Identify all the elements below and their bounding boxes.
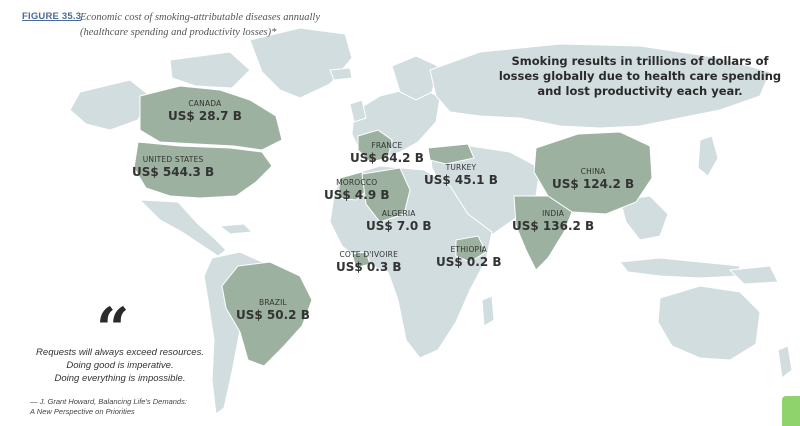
label-united-states: UNITED STATES US$ 544.3 B [132, 156, 214, 178]
united-states-name: UNITED STATES [142, 155, 204, 164]
label-morocco: MOROCCO US$ 4.9 B [324, 179, 390, 201]
brazil-shape [221, 261, 313, 367]
figure-title-line2: (healthcare spending and productivity lo… [80, 27, 277, 38]
label-turkey: TURKEY US$ 45.1 B [424, 164, 498, 186]
australia-shape [657, 285, 761, 361]
brazil-value: US$ 50.2 B [236, 307, 310, 322]
china-value: US$ 124.2 B [552, 176, 635, 191]
cote-divoire-value: US$ 0.3 B [336, 259, 402, 274]
headline-line2: losses globally due to health care spend… [498, 69, 782, 83]
india-value: US$ 136.2 B [512, 218, 595, 233]
label-china: CHINA US$ 124.2 B [552, 168, 634, 190]
united-states-value: US$ 544.3 B [132, 164, 215, 179]
label-algeria: ALGERIA US$ 7.0 B [366, 210, 432, 232]
india-shape [513, 195, 573, 271]
figure-title-line1: Economic cost of smoking-attributable di… [80, 12, 321, 23]
attribution-line1: — J. Grant Howard, Balancing Life's Dema… [30, 397, 187, 406]
arctic-islands-shape [169, 51, 251, 89]
label-india: INDIA US$ 136.2 B [512, 210, 594, 232]
china-name: CHINA [580, 167, 606, 176]
france-value: US$ 64.2 B [350, 150, 424, 165]
morocco-name: MOROCCO [336, 178, 378, 187]
china-shape [533, 131, 653, 215]
caribbean-shape [218, 223, 254, 235]
figure-title: Economic cost of smoking-attributable di… [80, 10, 400, 40]
quote-attribution: — J. Grant Howard, Balancing Life's Dema… [30, 397, 230, 417]
southeast-asia-shape [619, 195, 669, 241]
ethiopia-name: ETHIOPIA [450, 245, 488, 254]
label-brazil: BRAZIL US$ 50.2 B [236, 299, 310, 321]
label-ethiopia: ETHIOPIA US$ 0.2 B [436, 246, 502, 268]
india-name: INDIA [542, 209, 565, 218]
attribution-line2: A New Perspective on Priorities [30, 407, 135, 416]
turkey-value: US$ 45.1 B [424, 172, 498, 187]
highlighted-countries [133, 85, 653, 367]
label-canada: CANADA US$ 28.7 B [168, 100, 242, 122]
canada-name: CANADA [188, 99, 222, 108]
japan-shape [697, 135, 719, 177]
scandinavia-shape [391, 55, 439, 101]
quote-text: Requests will always exceed resources. D… [20, 346, 220, 385]
greenland-shape [249, 27, 353, 99]
algeria-name: ALGERIA [381, 209, 416, 218]
headline: Smoking results in trillions of dollars … [495, 54, 785, 99]
quote-line3: Doing everything is impossible. [54, 373, 186, 384]
headline-line3: and lost productivity each year. [537, 84, 743, 98]
new-zealand-shape [777, 345, 793, 379]
corner-tab [782, 396, 800, 426]
cote-divoire-name: COTE D'IVOIRE [339, 250, 399, 259]
madagascar-shape [481, 295, 495, 327]
united-states-shape [133, 141, 273, 199]
figure-label: FIGURE 35.3 [22, 11, 82, 22]
russia-shape [429, 43, 771, 129]
turkey-shape [427, 143, 475, 165]
headline-line1: Smoking results in trillions of dollars … [511, 54, 769, 68]
quote-line2: Doing good is imperative. [66, 360, 174, 371]
morocco-value: US$ 4.9 B [324, 187, 390, 202]
turkey-name: TURKEY [445, 163, 477, 172]
canada-value: US$ 28.7 B [168, 108, 242, 123]
france-name: FRANCE [371, 141, 403, 150]
quote-mark-icon: “ [96, 295, 130, 363]
alaska-shape [69, 79, 151, 131]
quote-line1: Requests will always exceed resources. [36, 347, 204, 358]
france-shape [357, 129, 393, 163]
algeria-shape [361, 167, 411, 223]
label-france: FRANCE US$ 64.2 B [350, 142, 424, 164]
indonesia-shape [619, 257, 741, 279]
uk-shape [349, 99, 367, 123]
mexico-shape [138, 199, 227, 257]
iceland-shape [329, 67, 353, 81]
cote-divoire-shape [351, 251, 371, 269]
ethiopia-value: US$ 0.2 B [436, 254, 502, 269]
canada-shape [139, 85, 283, 151]
label-cote-divoire: COTE D'IVOIRE US$ 0.3 B [336, 251, 402, 273]
papua-shape [728, 265, 779, 285]
algeria-value: US$ 7.0 B [366, 218, 432, 233]
africa-shape [329, 165, 493, 359]
brazil-name: BRAZIL [258, 298, 287, 307]
ethiopia-shape [455, 235, 487, 263]
